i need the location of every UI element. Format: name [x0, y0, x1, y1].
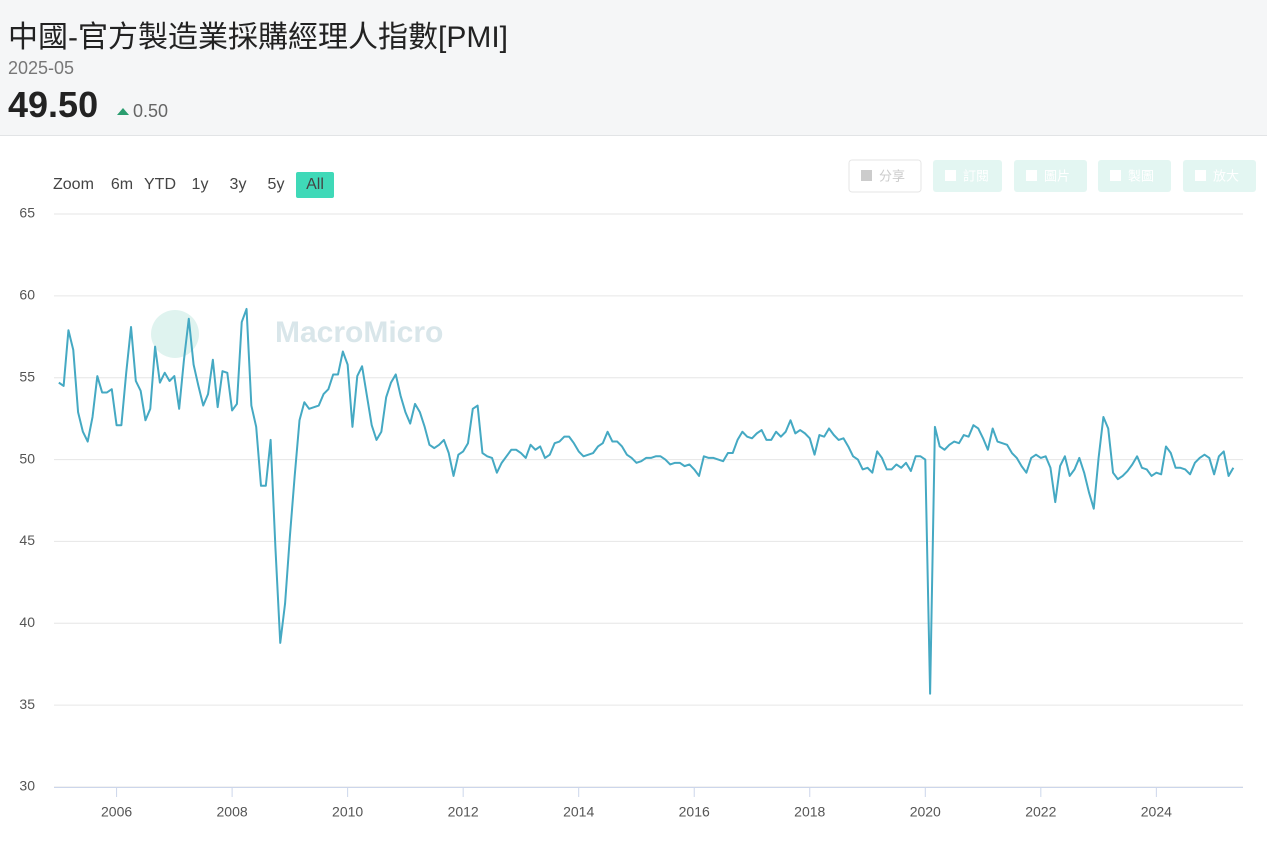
- range-button-label: All: [306, 176, 324, 193]
- action-icon: [861, 170, 872, 181]
- range-button-label: 1y: [192, 176, 209, 193]
- range-button-label: YTD: [144, 176, 176, 193]
- zoom-label: Zoom: [53, 176, 94, 193]
- action-button[interactable]: 訂閱: [933, 160, 1002, 192]
- range-button-bg: [296, 172, 334, 198]
- y-tick-label: 45: [19, 532, 35, 548]
- range-button-label: 6m: [111, 176, 133, 193]
- x-tick-label: 2018: [794, 804, 825, 820]
- action-icon: [1195, 170, 1206, 181]
- up-arrow: [117, 108, 129, 115]
- action-button-label: 訂閱: [963, 168, 989, 183]
- range-button-label: 5y: [268, 176, 285, 193]
- action-button-label: 分享: [879, 168, 905, 183]
- action-button[interactable]: 放大: [1183, 160, 1256, 192]
- action-button-bg: [933, 160, 1002, 192]
- x-tick-label: 2006: [101, 804, 132, 820]
- y-tick-label: 55: [19, 368, 35, 384]
- action-icon: [1026, 170, 1037, 181]
- action-button-label: 圖片: [1044, 168, 1070, 183]
- x-tick-label: 2024: [1141, 804, 1172, 820]
- action-button[interactable]: 分享: [848, 159, 922, 193]
- range-button[interactable]: 3y: [230, 176, 247, 193]
- y-tick-label: 35: [19, 696, 35, 712]
- change-value: 0.50: [133, 101, 169, 121]
- change: 0.50: [115, 101, 168, 122]
- latest-value: 49.50: [8, 84, 99, 125]
- action-icon: [1110, 170, 1121, 181]
- action-button[interactable]: 製圖: [1098, 160, 1171, 192]
- y-tick-label: 40: [19, 614, 35, 630]
- latest-date: 2025-05: [8, 58, 75, 78]
- y-tick-label: 60: [19, 287, 35, 303]
- action-icon: [945, 170, 956, 181]
- range-button-label: 3y: [230, 176, 247, 193]
- x-tick-label: 2014: [563, 804, 594, 820]
- header: 中國-官方製造業採購經理人指數[PMI] 2025-05 49.50 0.50: [0, 0, 1267, 136]
- x-tick-label: 2020: [910, 804, 941, 820]
- watermark-logo: [151, 310, 199, 358]
- x-tick-label: 2016: [679, 804, 710, 820]
- x-tick-label: 2008: [217, 804, 248, 820]
- range-button[interactable]: 6m: [111, 176, 133, 193]
- y-tick-label: 50: [19, 450, 35, 466]
- y-tick-label: 65: [19, 205, 35, 221]
- action-button[interactable]: 圖片: [1014, 160, 1087, 192]
- action-button-bg: [1183, 160, 1256, 192]
- range-button[interactable]: YTD: [144, 176, 176, 193]
- chart: MacroMicro Zoom 6m YTD 1y 3y 5y All 分享 訂閱 圖片 製圖 放大 3…: [19, 159, 1256, 820]
- action-button-label: 製圖: [1128, 168, 1154, 183]
- x-tick-label: 2022: [1025, 804, 1056, 820]
- action-button-bg: [1098, 160, 1171, 192]
- range-button[interactable]: 5y: [268, 176, 285, 193]
- range-button[interactable]: 1y: [192, 176, 209, 193]
- x-tick-label: 2012: [448, 804, 479, 820]
- y-tick-label: 30: [19, 778, 35, 794]
- action-button-bg: [848, 159, 922, 193]
- range-button[interactable]: All: [296, 172, 334, 198]
- page-title: 中國-官方製造業採購經理人指數[PMI]: [8, 21, 508, 54]
- data-line: [58, 307, 1235, 695]
- action-button-bg: [1014, 160, 1087, 192]
- watermark: MacroMicro: [275, 316, 443, 349]
- x-tick-label: 2010: [332, 804, 363, 820]
- action-button-label: 放大: [1213, 168, 1239, 183]
